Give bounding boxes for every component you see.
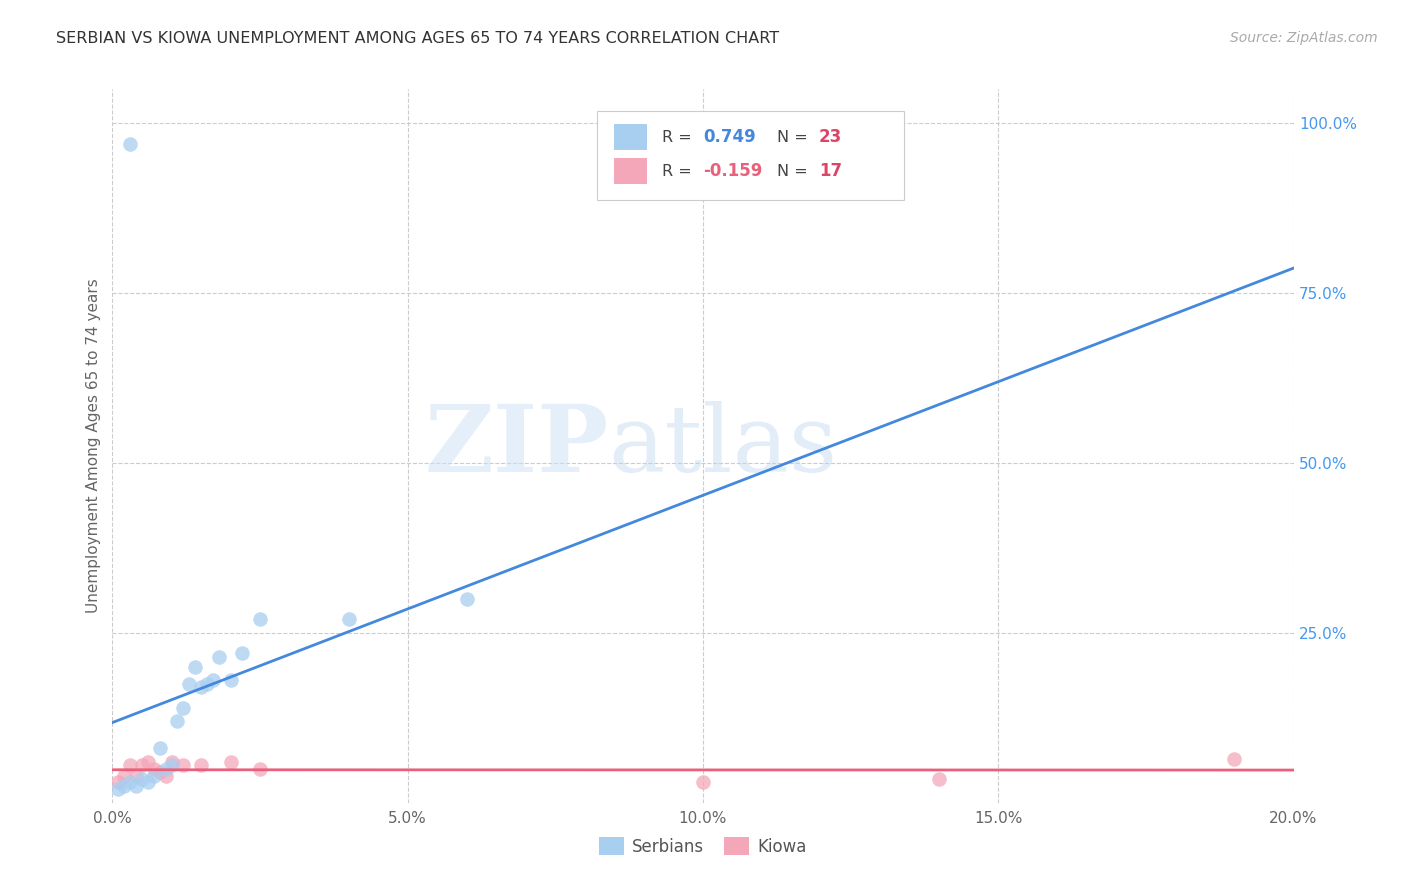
Point xyxy=(136,755,159,769)
Point xyxy=(928,772,950,786)
Text: SERBIAN VS KIOWA UNEMPLOYMENT AMONG AGES 65 TO 74 YEARS CORRELATION CHART: SERBIAN VS KIOWA UNEMPLOYMENT AMONG AGES… xyxy=(56,31,779,46)
Text: N =: N = xyxy=(778,129,813,145)
FancyBboxPatch shape xyxy=(596,111,904,200)
Text: -0.159: -0.159 xyxy=(703,162,762,180)
Point xyxy=(179,677,201,691)
Point xyxy=(456,591,478,606)
Point xyxy=(149,765,172,780)
Point xyxy=(190,758,212,772)
Point xyxy=(1223,751,1246,765)
Point xyxy=(166,714,188,729)
Point xyxy=(131,758,153,772)
Point xyxy=(142,769,165,783)
Point xyxy=(125,769,148,783)
Point xyxy=(112,779,135,793)
FancyBboxPatch shape xyxy=(614,124,648,150)
Point xyxy=(692,775,714,789)
Point xyxy=(120,758,142,772)
Point xyxy=(172,758,194,772)
Point xyxy=(249,762,271,776)
Point xyxy=(155,762,177,776)
Text: ZIP: ZIP xyxy=(425,401,609,491)
Point xyxy=(190,680,212,694)
Point xyxy=(107,782,129,797)
Point xyxy=(160,758,183,772)
Point xyxy=(112,769,135,783)
Point xyxy=(337,612,360,626)
Point xyxy=(184,660,207,674)
Point xyxy=(131,772,153,786)
Point xyxy=(107,775,129,789)
Text: atlas: atlas xyxy=(609,401,838,491)
Point xyxy=(149,741,172,756)
Legend: Serbians, Kiowa: Serbians, Kiowa xyxy=(592,830,814,863)
Point xyxy=(201,673,224,688)
Y-axis label: Unemployment Among Ages 65 to 74 years: Unemployment Among Ages 65 to 74 years xyxy=(86,278,101,614)
Point xyxy=(195,677,218,691)
Point xyxy=(219,755,242,769)
Point xyxy=(136,775,159,789)
Point xyxy=(208,649,231,664)
Point xyxy=(172,700,194,714)
Point xyxy=(120,136,142,151)
Point xyxy=(160,755,183,769)
FancyBboxPatch shape xyxy=(614,159,648,184)
Point xyxy=(155,769,177,783)
Point xyxy=(120,775,142,789)
Point xyxy=(249,612,271,626)
Point xyxy=(125,779,148,793)
Text: Source: ZipAtlas.com: Source: ZipAtlas.com xyxy=(1230,31,1378,45)
Text: 17: 17 xyxy=(818,162,842,180)
Text: R =: R = xyxy=(662,164,696,178)
Text: N =: N = xyxy=(778,164,813,178)
Point xyxy=(219,673,242,688)
Text: 0.749: 0.749 xyxy=(703,128,756,146)
Point xyxy=(231,646,253,660)
Text: R =: R = xyxy=(662,129,696,145)
Point xyxy=(142,762,165,776)
Text: 23: 23 xyxy=(818,128,842,146)
